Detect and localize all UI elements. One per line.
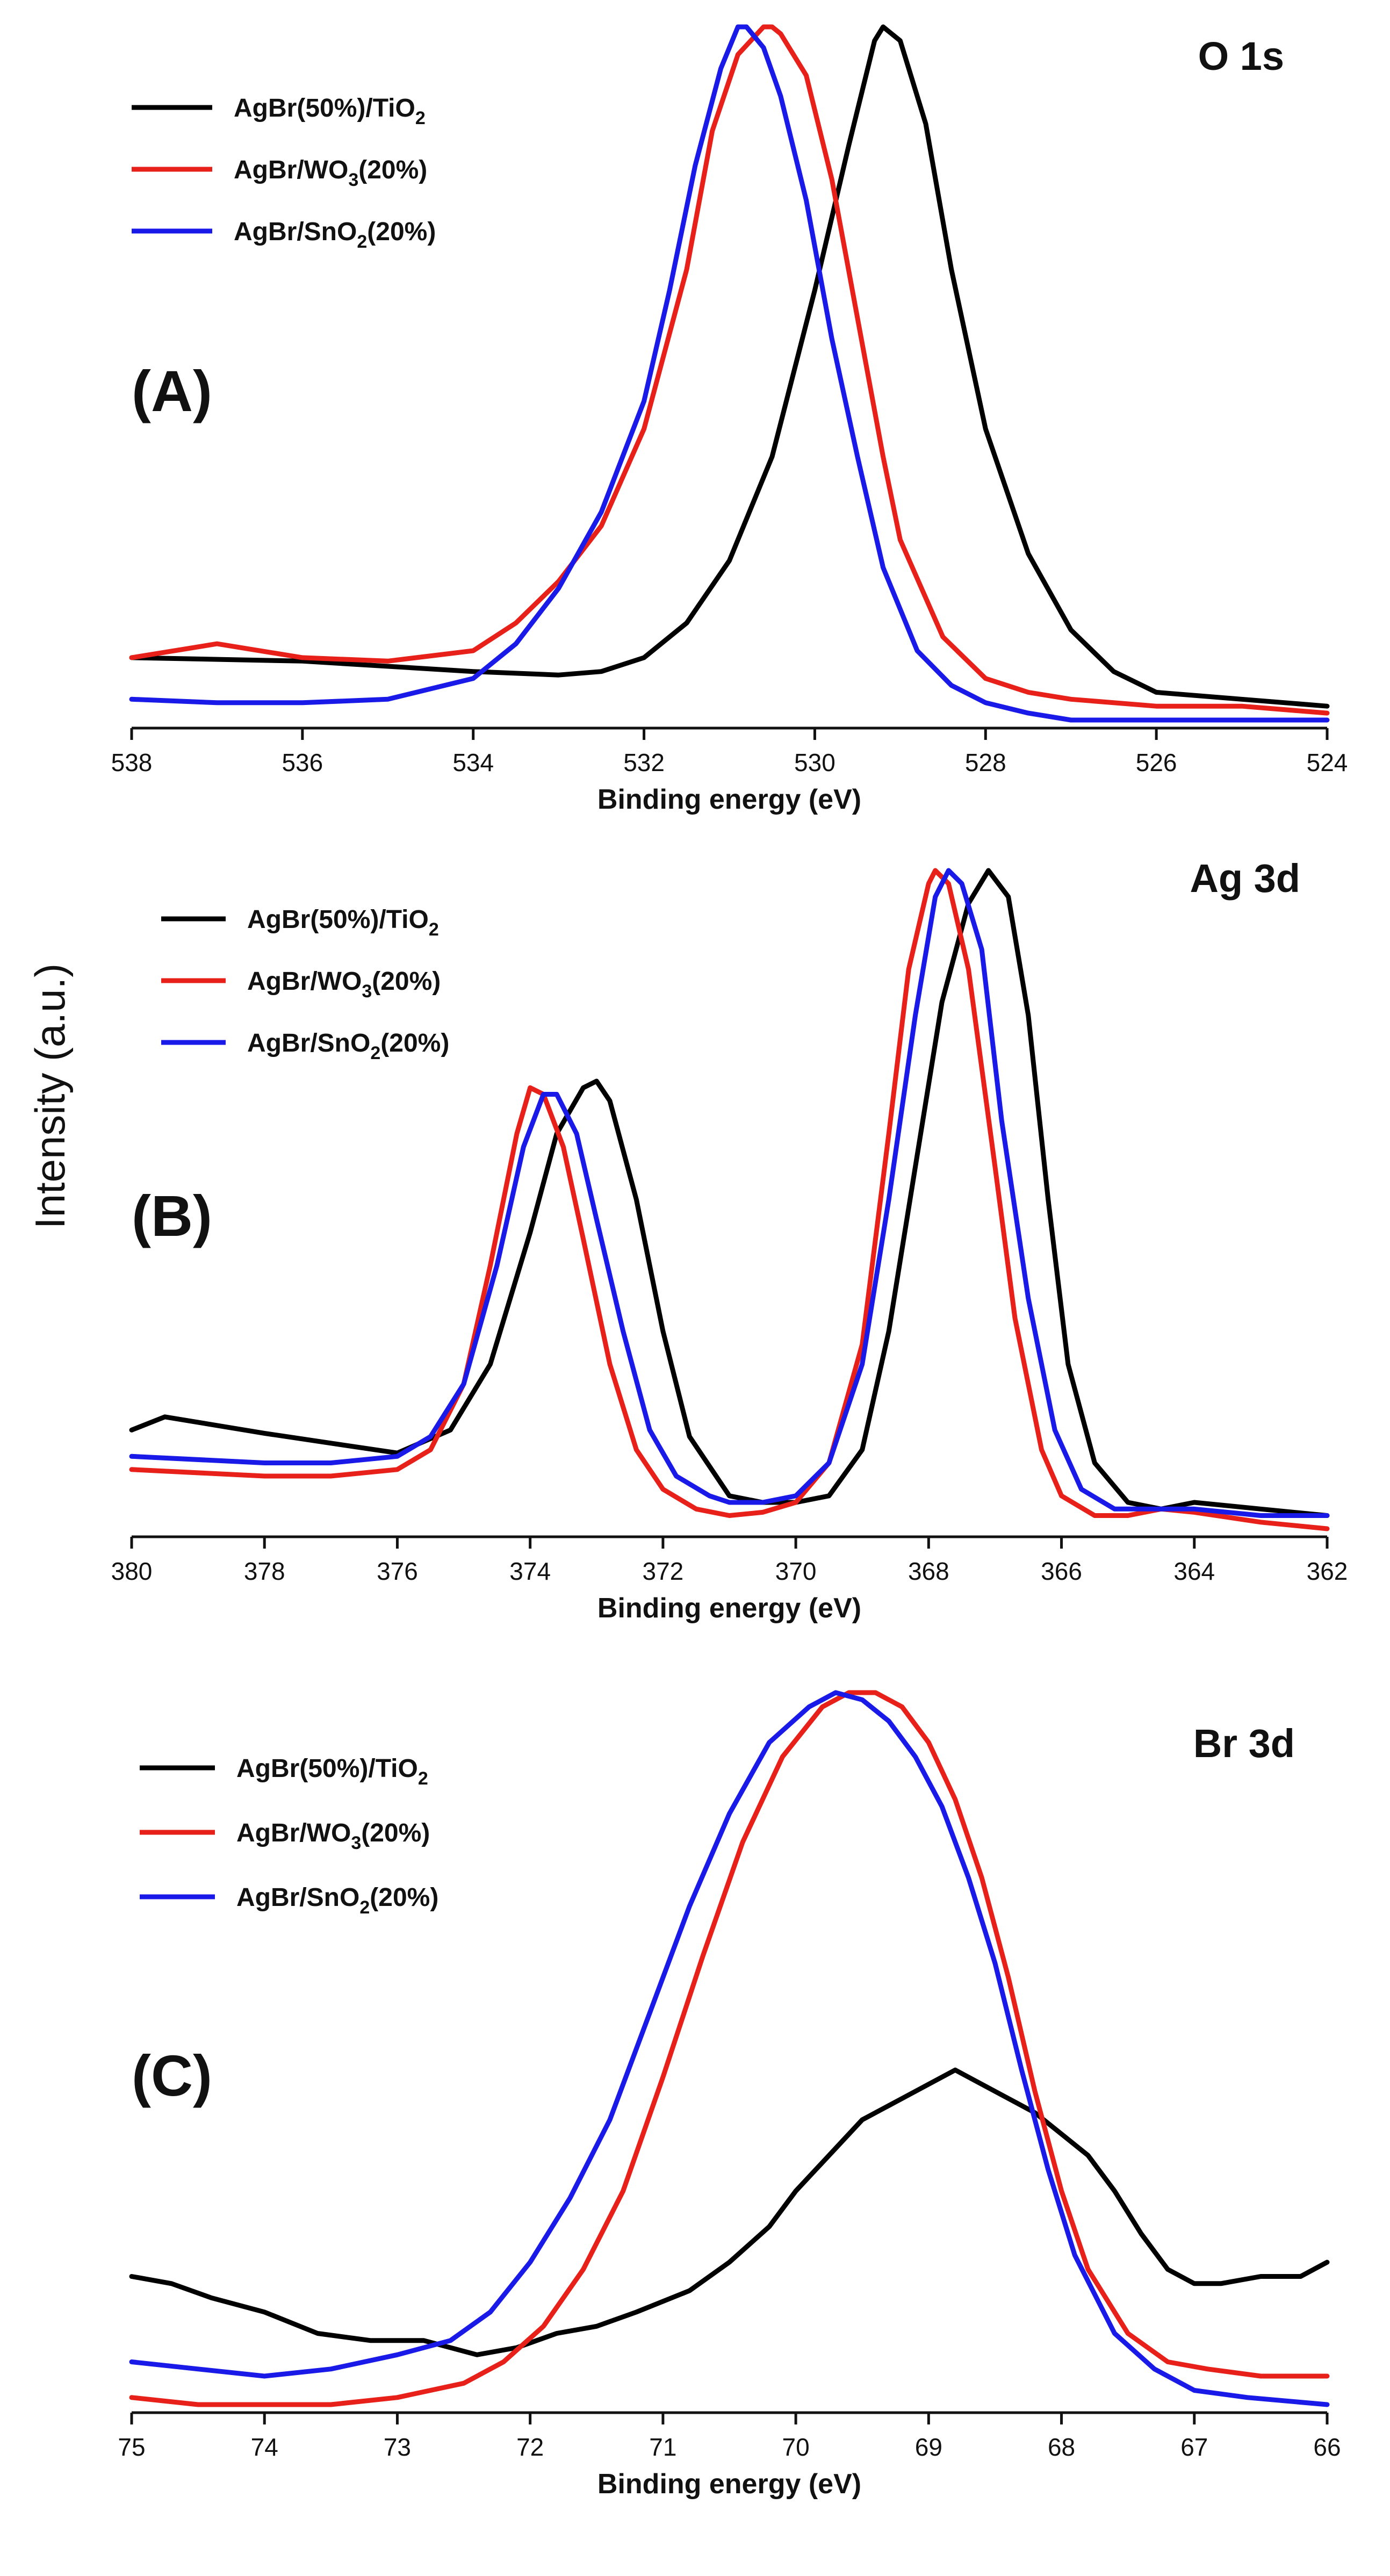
legend-label: AgBr/WO3(20%): [236, 1819, 430, 1853]
legend-label: AgBr/SnO2(20%): [247, 1029, 449, 1063]
legend-label: AgBr/SnO2(20%): [236, 1883, 438, 1918]
x-tick-label: 368: [908, 1557, 949, 1585]
legend-label: AgBr(50%)/TiO2: [236, 1754, 428, 1789]
series-line-2: [129, 24, 1330, 716]
x-tick-label: 526: [1136, 749, 1177, 776]
panel-o1s: 538 536 534 532 530 528 526 524 Binding energy (…: [111, 24, 1348, 815]
legend-label: AgBr(50%)/TiO2: [247, 905, 439, 940]
x-tick-label: 376: [377, 1557, 418, 1585]
panel-br3d: 75 74 73 72 71 70 69 68 67 66 Binding energy (eV) B…: [118, 1690, 1341, 2500]
x-axis-label: Binding energy (eV): [597, 1593, 861, 1624]
legend-label: AgBr/WO3(20%): [247, 967, 441, 1002]
x-tick-label: 66: [1313, 2433, 1341, 2461]
x-tick-label: 374: [509, 1557, 551, 1585]
y-axis-label: Intensity (a.u.): [26, 963, 74, 1229]
x-tick-label: 372: [643, 1557, 684, 1585]
series-line-3: [129, 1690, 1330, 2407]
x-tick-label: 528: [965, 749, 1006, 776]
series-line-1: [129, 24, 1330, 709]
panel-title: Ag 3d: [1190, 856, 1300, 901]
x-tick-label: 73: [384, 2433, 411, 2461]
x-tick-label: 74: [251, 2433, 278, 2461]
panel-label: (C): [132, 2043, 212, 2108]
x-tick-label: 69: [915, 2433, 942, 2461]
x-tick-label: 364: [1173, 1557, 1215, 1585]
legend-label: AgBr/WO3(20%): [234, 156, 427, 190]
series-line-2: [129, 1690, 1330, 2407]
x-tick-label: 370: [775, 1557, 817, 1585]
x-tick-label: 524: [1307, 749, 1348, 776]
x-tick-label: 380: [111, 1557, 153, 1585]
x-tick-label: 68: [1048, 2433, 1075, 2461]
x-tick-label: 71: [649, 2433, 676, 2461]
series-line-3: [129, 868, 1330, 1518]
series-line-1: [129, 2067, 1330, 2357]
legend-label: AgBr/SnO2(20%): [234, 218, 436, 252]
x-tick-label: 378: [244, 1557, 285, 1585]
x-tick-label: 532: [623, 749, 665, 776]
series-line-2: [129, 868, 1330, 1531]
x-tick-label: 530: [794, 749, 836, 776]
x-tick-label: 536: [282, 749, 323, 776]
x-axis-label: Binding energy (eV): [597, 2469, 861, 2500]
x-tick-label: 70: [782, 2433, 810, 2461]
panel-label: (B): [132, 1183, 212, 1248]
legend-label: AgBr(50%)/TiO2: [234, 94, 426, 128]
x-tick-label: 362: [1307, 1557, 1348, 1585]
panel-title: Br 3d: [1193, 1721, 1295, 1766]
panel-title: O 1s: [1198, 34, 1284, 78]
x-tick-label: 366: [1041, 1557, 1082, 1585]
x-axis-label: Binding energy (eV): [597, 784, 861, 815]
series-line-3: [129, 24, 1330, 723]
x-tick-label: 75: [118, 2433, 145, 2461]
x-tick-label: 72: [516, 2433, 544, 2461]
panel-label: (A): [132, 358, 212, 423]
panel-ag3d: 380 378 376 374 372 370 368 366 364 362 Binding en…: [111, 856, 1348, 1624]
x-tick-label: 534: [452, 749, 494, 776]
x-tick-label: 538: [111, 749, 153, 776]
x-tick-label: 67: [1180, 2433, 1208, 2461]
